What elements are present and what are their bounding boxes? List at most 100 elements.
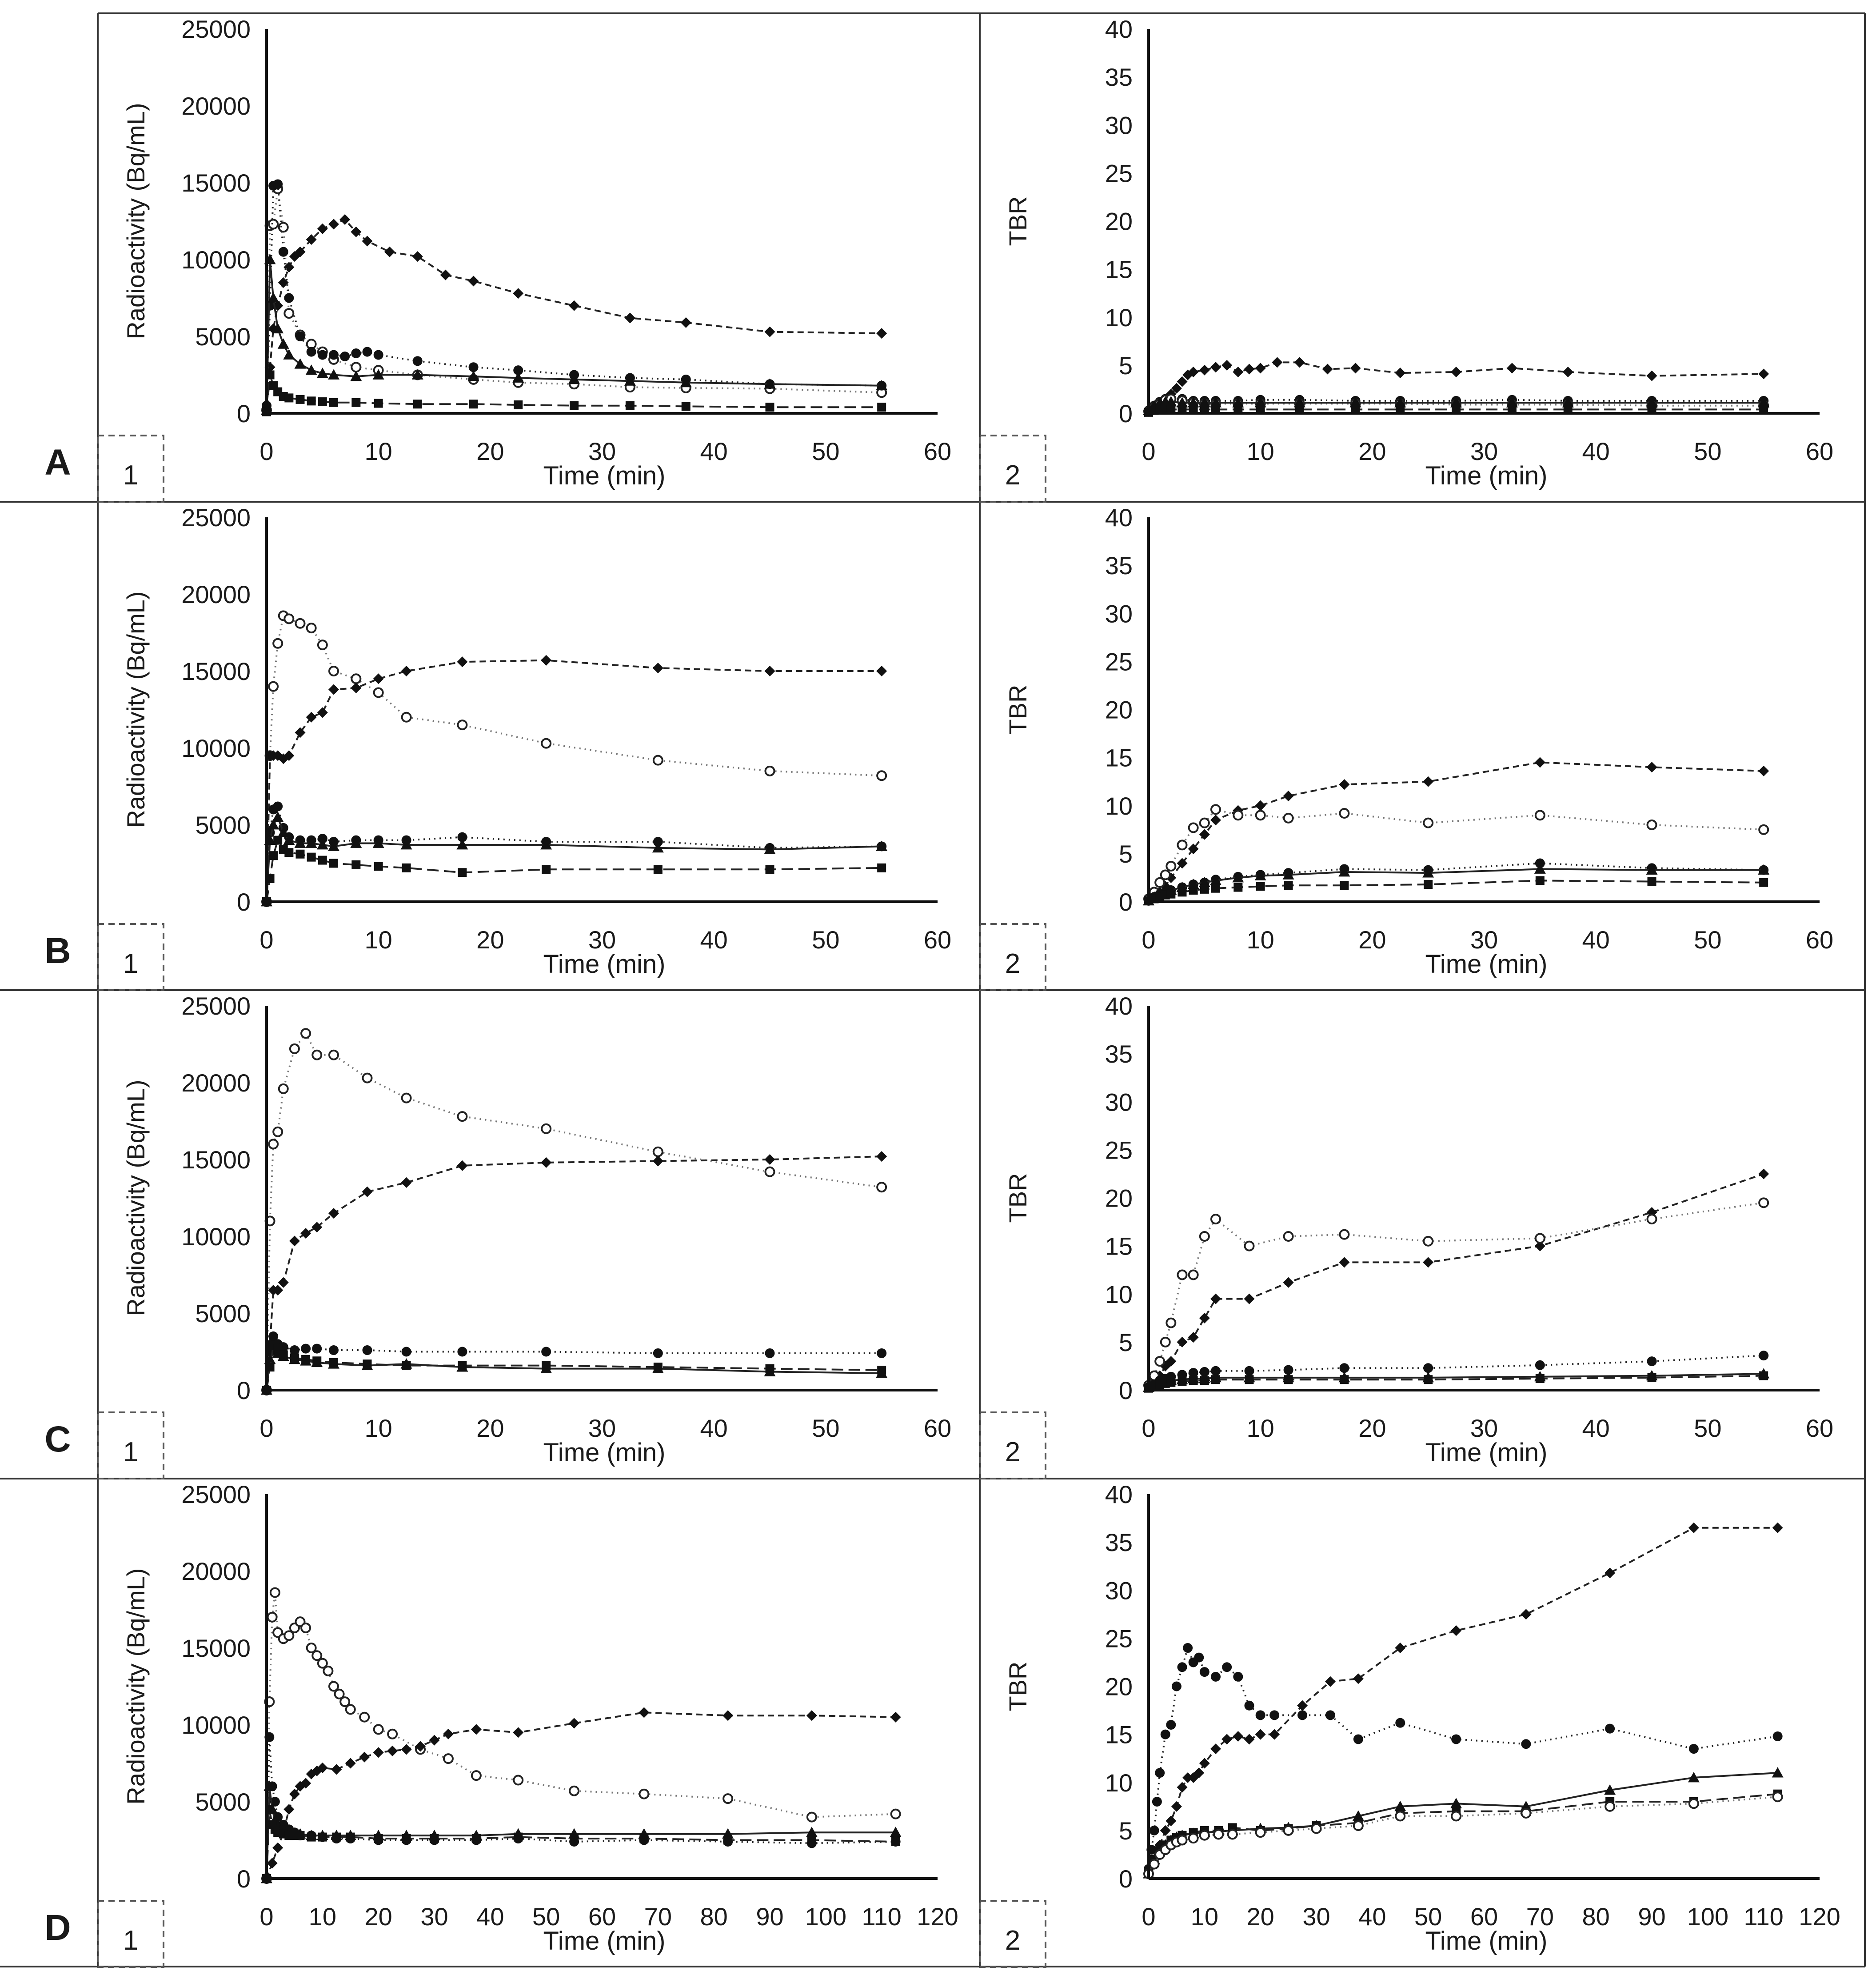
data-point-a2-1-9	[1188, 367, 1199, 378]
x-tick-label-c2-3: 20	[1358, 1414, 1386, 1442]
data-point-d2-1-4	[1152, 1797, 1162, 1807]
data-point-d1-2-8	[300, 1778, 311, 1789]
data-point-c1-2-4	[272, 1285, 283, 1296]
y-tick-label-a2-7: 30	[1105, 111, 1133, 139]
data-point-c1-5-5	[279, 1350, 288, 1359]
y-tick-label-a2-8: 35	[1105, 63, 1133, 91]
data-point-b1-2-6	[283, 750, 295, 761]
panel-number-box-d1	[97, 1900, 164, 1968]
data-point-a2-1-19	[1350, 363, 1361, 374]
x-tick-label-d2-12: 110	[1744, 1903, 1784, 1931]
data-point-b1-2-8	[306, 712, 317, 723]
data-point-a2-1-11	[1210, 362, 1221, 373]
data-point-a1-4-6	[283, 349, 295, 360]
data-point-d2-2-4	[1160, 1825, 1171, 1836]
data-point-d1-2-16	[387, 1745, 398, 1756]
data-point-b2-5-14	[1424, 880, 1433, 889]
data-point-d1-1-17	[339, 1696, 351, 1707]
data-point-c1-2-5	[278, 1277, 289, 1288]
data-point-c2-5-5	[1166, 1378, 1176, 1387]
data-point-c1-5-11	[402, 1361, 411, 1370]
y-tick-label-d1-4: 15000	[181, 1634, 251, 1662]
data-point-b2-2-10	[1233, 810, 1244, 821]
data-point-d2-2-26	[1772, 1522, 1783, 1533]
data-point-d1-1-29	[806, 1811, 817, 1823]
x-tick-label-d2-2: 10	[1191, 1903, 1218, 1931]
data-point-d2-1-24	[1451, 1734, 1461, 1744]
data-point-a1-2-6	[283, 308, 295, 319]
data-point-a1-1-23	[764, 326, 775, 337]
data-point-d2-2-5	[1166, 1815, 1177, 1827]
data-point-c2-3-13	[1423, 1363, 1433, 1373]
y-tick-label-b1-1: 0	[237, 888, 251, 916]
data-point-b1-2-4	[272, 750, 283, 761]
data-point-a1-5-8	[307, 396, 316, 406]
x-tick-label-c2-2: 10	[1247, 1414, 1274, 1442]
y-tick-label-a1-6: 25000	[181, 15, 251, 43]
data-point-c1-1-11	[401, 1092, 412, 1103]
x-tick-label-a1-6: 50	[812, 437, 839, 465]
data-point-b1-4-4	[272, 811, 284, 822]
y-tick-label-b1-4: 15000	[181, 657, 251, 685]
data-point-d2-1-28	[1772, 1731, 1783, 1741]
x-tick-label-c2-5: 40	[1582, 1414, 1610, 1442]
x-tick-label-d1-7: 60	[588, 1903, 616, 1931]
data-point-b1-2-17	[764, 666, 775, 676]
data-point-a2-5-8	[1200, 405, 1209, 414]
x-tick-label-d1-2: 10	[309, 1903, 336, 1931]
data-point-a1-3-8	[306, 347, 316, 357]
data-point-a2-4-8	[1198, 397, 1210, 408]
y-tick-label-a1-3: 10000	[181, 246, 251, 274]
y-tick-label-b1-2: 5000	[195, 811, 251, 839]
x-tick-label-c2-1: 0	[1142, 1414, 1155, 1442]
series-d1-1	[261, 1587, 901, 1884]
data-point-d1-2-2	[267, 1858, 278, 1869]
y-tick-label-c2-2: 5	[1119, 1328, 1133, 1356]
data-point-d1-1-14	[323, 1665, 334, 1676]
data-point-d2-5-12	[1255, 1827, 1266, 1838]
data-point-d1-5-12	[332, 1832, 341, 1842]
y-tick-label-b2-7: 30	[1105, 600, 1133, 628]
y-tick-label-b2-4: 15	[1105, 744, 1133, 772]
y-tick-label-c1-6: 25000	[181, 992, 251, 1020]
x-tick-label-d2-11: 100	[1687, 1903, 1728, 1931]
data-point-c1-5-8	[312, 1356, 322, 1366]
data-point-d2-2-20	[1353, 1673, 1364, 1684]
data-point-d2-5-10	[1213, 1829, 1224, 1840]
data-point-c1-3-15	[765, 1348, 775, 1358]
data-point-d1-2-22	[513, 1727, 524, 1738]
data-point-b2-2-7	[1188, 822, 1199, 833]
data-point-a1-4-16	[568, 373, 580, 384]
data-point-d2-2-25	[1688, 1522, 1699, 1533]
data-point-a1-1-20	[569, 300, 580, 311]
data-point-b1-2-18	[876, 666, 887, 676]
data-point-a1-4-14	[467, 370, 479, 381]
data-point-a2-1-20	[1395, 368, 1406, 379]
data-point-d1-2-26	[806, 1710, 817, 1721]
data-point-d2-1-10	[1183, 1643, 1193, 1653]
data-point-b1-2-16	[652, 663, 663, 674]
data-point-b1-4-14	[456, 839, 468, 850]
y-tick-label-c1-2: 5000	[195, 1299, 251, 1327]
x-tick-label-b2-6: 50	[1694, 926, 1721, 954]
y-tick-label-d1-1: 0	[237, 1865, 251, 1893]
data-point-d1-5-15	[402, 1834, 411, 1843]
data-point-b1-2-13	[401, 666, 412, 676]
y-tick-label-d2-8: 35	[1105, 1528, 1133, 1556]
data-point-c1-5-7	[301, 1355, 311, 1364]
data-point-b1-1-3	[268, 681, 279, 692]
data-point-c1-1-15	[764, 1166, 775, 1177]
data-point-a1-1-17	[440, 269, 451, 280]
data-point-b2-4-9	[1210, 875, 1221, 885]
data-point-b2-2-6	[1177, 840, 1188, 851]
data-point-b1-5-3	[269, 851, 278, 860]
data-point-b2-5-17	[1759, 878, 1768, 887]
data-point-c1-3-7	[301, 1343, 311, 1354]
data-point-b1-4-16	[652, 842, 664, 853]
y-axis-label-b1: Radioactivity (Bq/mL)	[122, 591, 150, 828]
data-point-b1-4-11	[350, 837, 362, 848]
data-point-c2-1-16	[1758, 1168, 1769, 1179]
data-point-b2-5-6	[1177, 888, 1187, 897]
data-point-b1-5-7	[295, 849, 305, 859]
data-point-b2-4-16	[1646, 864, 1658, 875]
